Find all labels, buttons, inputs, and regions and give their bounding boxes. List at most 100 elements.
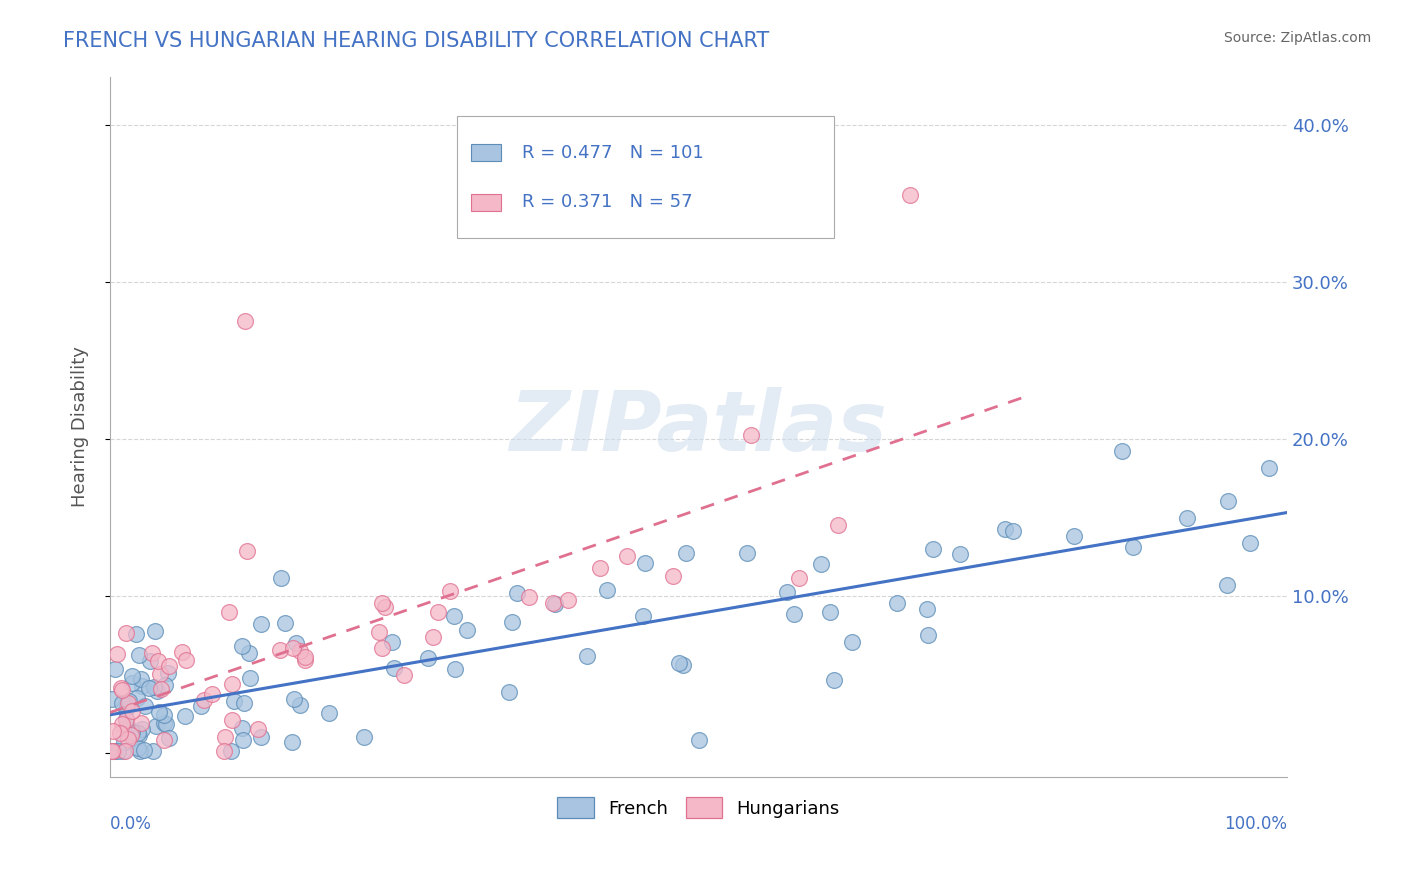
Point — [201, 687, 224, 701]
Text: 0.0%: 0.0% — [110, 815, 152, 833]
FancyBboxPatch shape — [457, 116, 834, 238]
Point — [247, 723, 270, 737]
Point — [616, 549, 638, 563]
Point — [152, 707, 174, 722]
Point — [501, 615, 523, 629]
Point — [1111, 444, 1133, 458]
Point — [121, 675, 143, 690]
Point — [155, 717, 177, 731]
Point — [250, 730, 273, 744]
Point — [219, 744, 242, 758]
Point — [128, 744, 150, 758]
Point — [284, 635, 307, 649]
Point — [224, 694, 246, 708]
Point — [588, 560, 610, 574]
Text: Source: ZipAtlas.com: Source: ZipAtlas.com — [1223, 31, 1371, 45]
Point — [235, 314, 257, 328]
Point — [141, 647, 163, 661]
Point — [121, 704, 143, 718]
Point — [810, 557, 832, 571]
Point — [787, 571, 810, 585]
Point — [125, 627, 148, 641]
Point — [239, 671, 262, 685]
Point — [125, 691, 148, 706]
Point — [575, 648, 598, 663]
Point — [283, 641, 305, 656]
Point — [110, 681, 132, 695]
Point — [418, 651, 440, 665]
Point — [117, 732, 139, 747]
Point — [111, 744, 134, 758]
Point — [374, 600, 396, 615]
Point — [283, 692, 305, 706]
Point — [157, 731, 180, 745]
Point — [103, 744, 125, 758]
Point — [823, 673, 845, 687]
Point — [675, 546, 697, 560]
Point — [783, 607, 806, 622]
Point — [112, 735, 135, 749]
Point — [236, 544, 259, 558]
Point — [949, 547, 972, 561]
Point — [1175, 510, 1198, 524]
Point — [214, 730, 236, 744]
Point — [668, 656, 690, 670]
Point — [231, 721, 253, 735]
Legend: French, Hungarians: French, Hungarians — [548, 789, 849, 827]
Point — [101, 744, 124, 758]
Point — [776, 585, 799, 599]
Point — [274, 616, 297, 631]
Point — [541, 595, 564, 609]
Point — [367, 624, 389, 639]
Point — [827, 517, 849, 532]
Point — [148, 706, 170, 720]
Point — [672, 658, 695, 673]
Point — [232, 732, 254, 747]
Point — [318, 706, 340, 721]
Point — [129, 672, 152, 686]
Point — [841, 635, 863, 649]
Text: ZIPatlas: ZIPatlas — [509, 386, 887, 467]
Point — [132, 742, 155, 756]
Point — [498, 685, 520, 699]
Text: 100.0%: 100.0% — [1225, 815, 1286, 833]
Point — [740, 428, 762, 442]
Point — [218, 605, 240, 619]
Point — [1258, 461, 1281, 475]
Point — [114, 626, 136, 640]
Point — [281, 734, 304, 748]
Point — [115, 701, 138, 715]
Y-axis label: Hearing Disability: Hearing Disability — [72, 347, 89, 508]
Point — [392, 667, 415, 681]
Point — [156, 665, 179, 680]
Point — [370, 640, 392, 655]
Point — [142, 744, 165, 758]
Point — [994, 522, 1017, 536]
Point — [231, 640, 253, 654]
Point — [105, 647, 128, 661]
Point — [221, 713, 243, 727]
Point — [1216, 578, 1239, 592]
Point — [157, 659, 180, 673]
Point — [174, 709, 197, 723]
Point — [382, 661, 405, 675]
Point — [634, 556, 657, 570]
Point — [439, 584, 461, 599]
Point — [1122, 540, 1144, 554]
FancyBboxPatch shape — [471, 144, 501, 161]
Point — [115, 713, 138, 727]
FancyBboxPatch shape — [471, 194, 501, 211]
Point — [294, 650, 316, 665]
Point — [121, 669, 143, 683]
Point — [596, 583, 619, 598]
Point — [115, 717, 138, 731]
Point — [131, 679, 153, 693]
Point — [153, 678, 176, 692]
Point — [117, 696, 139, 710]
Point — [900, 188, 922, 202]
Text: R = 0.371   N = 57: R = 0.371 N = 57 — [522, 194, 693, 211]
Text: FRENCH VS HUNGARIAN HEARING DISABILITY CORRELATION CHART: FRENCH VS HUNGARIAN HEARING DISABILITY C… — [63, 31, 769, 51]
Point — [371, 596, 394, 610]
Point — [146, 683, 169, 698]
Point — [456, 623, 478, 637]
